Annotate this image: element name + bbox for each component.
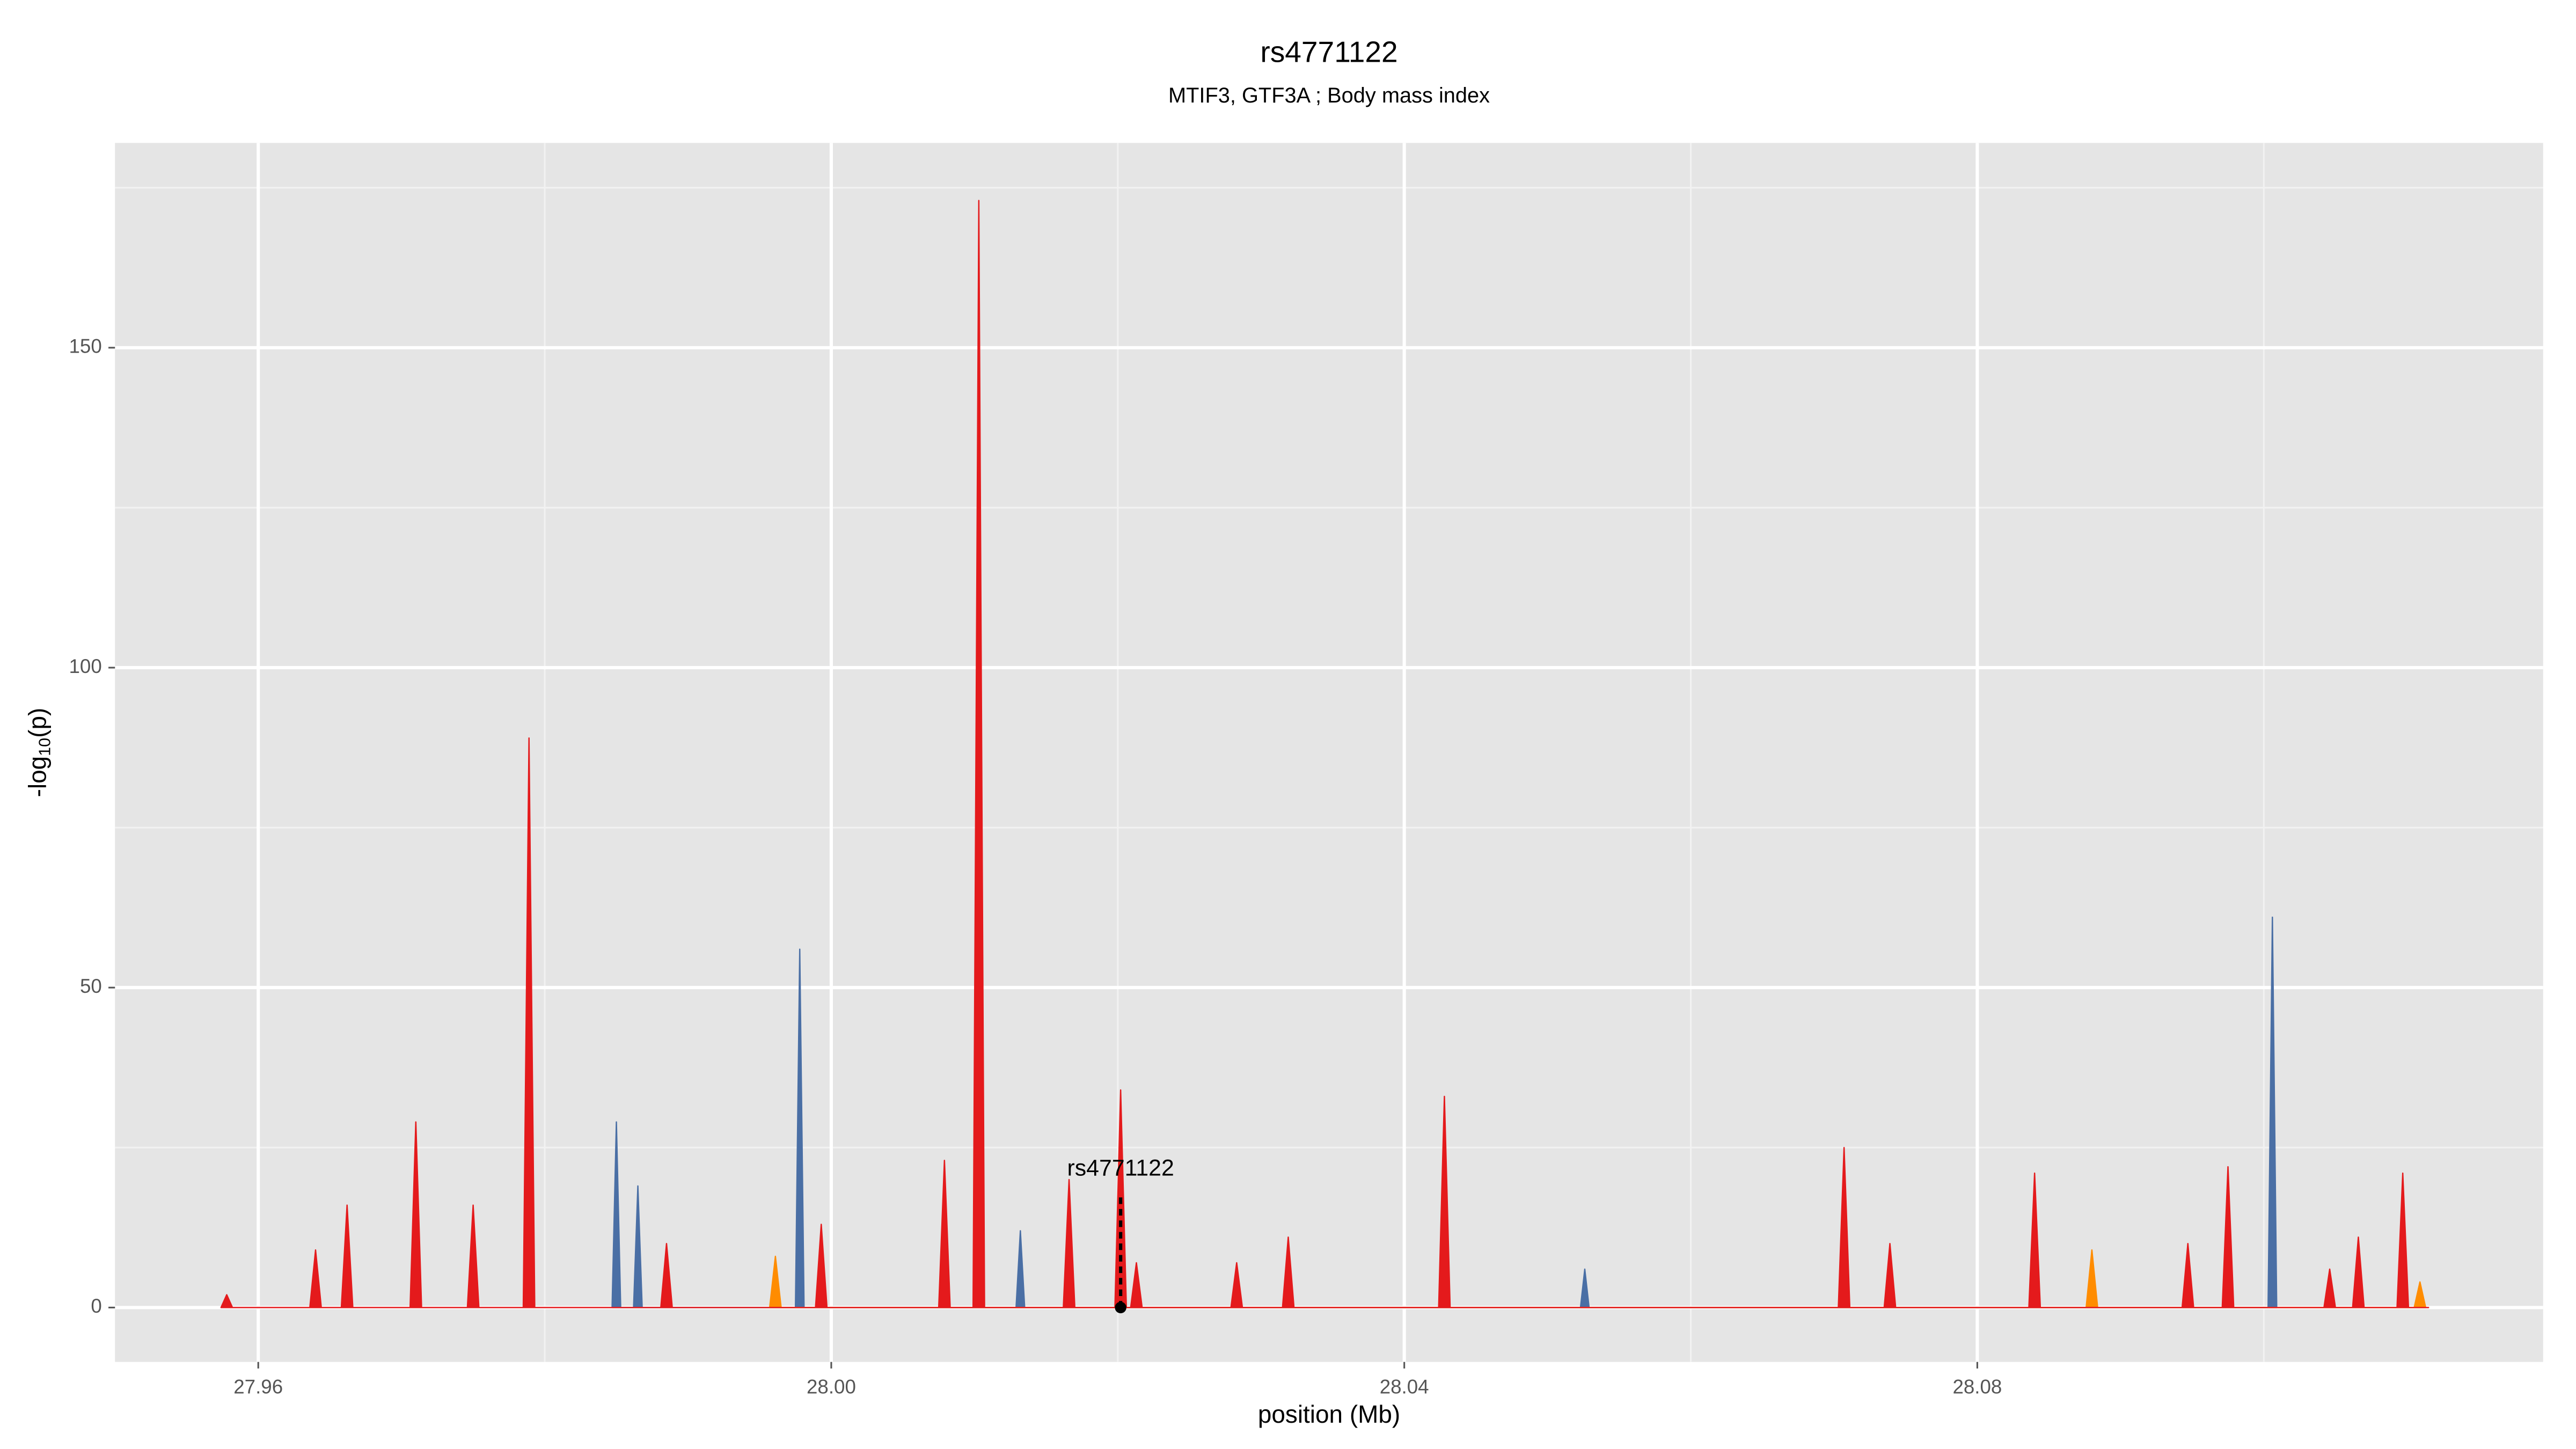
x-tick-label: 28.04: [1380, 1375, 1429, 1397]
y-tick-label: 0: [91, 1295, 101, 1317]
y-tick-label: 150: [69, 335, 102, 357]
y-tick-label: 50: [80, 975, 102, 997]
annotation-label: rs4771122: [1067, 1155, 1174, 1181]
grid: [115, 143, 2543, 1362]
y-axis-title: -log10(p): [24, 708, 54, 797]
y-axis-title-subscript: 10: [36, 738, 54, 756]
chart-title: rs4771122: [1260, 35, 1397, 69]
annotation-point: [1115, 1301, 1126, 1314]
area: [769, 1249, 2427, 1308]
y-tick-label: 100: [69, 655, 102, 677]
x-tick-label: 28.00: [807, 1375, 856, 1397]
plot-panel: [115, 143, 2543, 1362]
area: [220, 200, 2429, 1308]
marks: rs4771122: [220, 200, 2429, 1314]
y-axis-title-part: (p): [24, 708, 52, 738]
x-tick-label: 28.08: [1952, 1375, 2002, 1397]
chart-subtitle: MTIF3, GTF3A ; Body mass index: [1168, 84, 1490, 107]
x-axis-title: position (Mb): [1258, 1400, 1400, 1428]
y-axis-title-part: -log: [24, 756, 52, 797]
x-tick-label: 27.96: [233, 1375, 283, 1397]
